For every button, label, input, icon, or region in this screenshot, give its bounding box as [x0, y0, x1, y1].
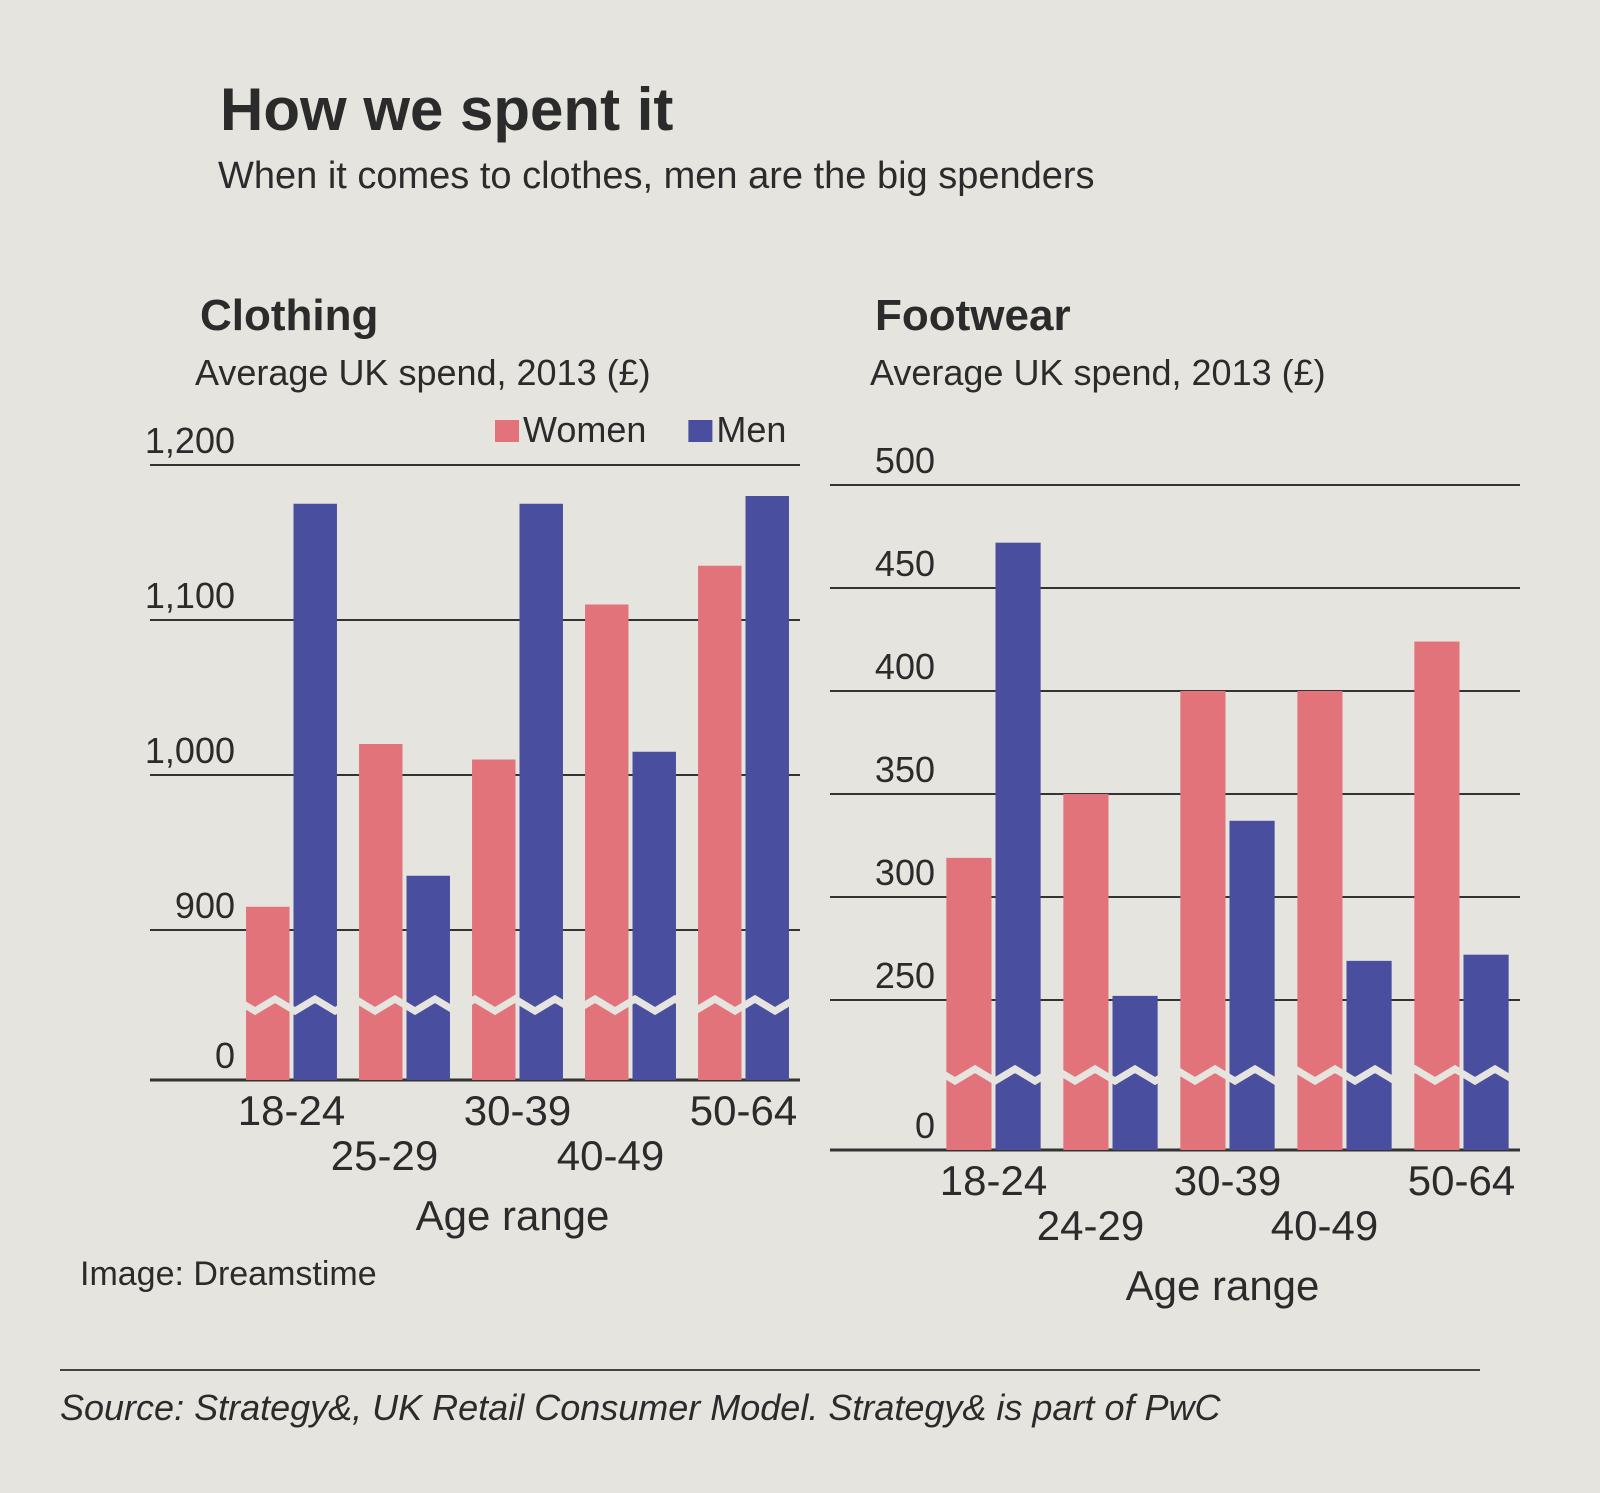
x-tick-label: 40-49 — [1271, 1202, 1378, 1249]
bar — [1063, 794, 1109, 1150]
legend-label: Men — [716, 409, 786, 450]
bar — [472, 759, 516, 1080]
y-tick-label: 500 — [875, 440, 935, 481]
y-tick-label: 0 — [915, 1105, 935, 1146]
bar — [1180, 691, 1226, 1150]
x-tick-label: 40-49 — [557, 1132, 664, 1179]
y-tick-label: 450 — [875, 543, 935, 584]
legend-swatch — [688, 420, 713, 442]
y-tick-label: 1,000 — [145, 730, 235, 771]
x-tick-label: 25-29 — [331, 1132, 438, 1179]
y-tick-label: 400 — [875, 646, 935, 687]
legend-swatch — [495, 420, 519, 442]
x-tick-label: 30-39 — [1174, 1157, 1281, 1204]
bar — [745, 496, 789, 1080]
bar — [359, 744, 403, 1080]
chart-subtitle: Average UK spend, 2013 (£) — [870, 352, 1326, 393]
source: Source: Strategy&, UK Retail Consumer Mo… — [60, 1387, 1221, 1428]
bar — [946, 857, 992, 1150]
bar — [1346, 960, 1392, 1150]
x-tick-label: 50-64 — [690, 1087, 797, 1134]
legend-label: Women — [523, 409, 646, 450]
bar — [1463, 954, 1509, 1150]
y-tick-label: 1,200 — [145, 420, 235, 461]
x-axis-label: Age range — [1126, 1262, 1320, 1309]
x-tick-label: 18-24 — [238, 1087, 345, 1134]
x-tick-label: 24-29 — [1037, 1202, 1144, 1249]
chart-title: Footwear — [875, 291, 1071, 340]
bar — [995, 542, 1041, 1150]
bar — [1229, 820, 1275, 1150]
axis-break — [933, 1064, 1517, 1086]
y-tick-label: 250 — [875, 955, 935, 996]
x-axis-label: Age range — [416, 1192, 610, 1239]
chart-subtitle: Average UK spend, 2013 (£) — [195, 352, 651, 393]
y-tick-label: 1,100 — [145, 575, 235, 616]
bar — [406, 875, 450, 1080]
axis-break — [233, 994, 797, 1016]
bar — [1414, 641, 1460, 1150]
y-tick-label: 900 — [175, 885, 235, 926]
x-tick-label: 30-39 — [464, 1087, 571, 1134]
bar — [246, 906, 290, 1080]
page-title: How we spent it — [220, 76, 673, 143]
bar — [293, 503, 337, 1080]
x-tick-label: 50-64 — [1408, 1157, 1515, 1204]
bar — [632, 751, 676, 1080]
y-tick-label: 300 — [875, 852, 935, 893]
credit: Image: Dreamstime — [80, 1255, 377, 1293]
chart-title: Clothing — [200, 291, 378, 340]
y-tick-label: 0 — [215, 1035, 235, 1076]
bar — [698, 565, 742, 1080]
bar — [519, 503, 563, 1080]
y-tick-label: 350 — [875, 749, 935, 790]
x-tick-label: 18-24 — [940, 1157, 1047, 1204]
page-subtitle: When it comes to clothes, men are the bi… — [218, 155, 1095, 197]
